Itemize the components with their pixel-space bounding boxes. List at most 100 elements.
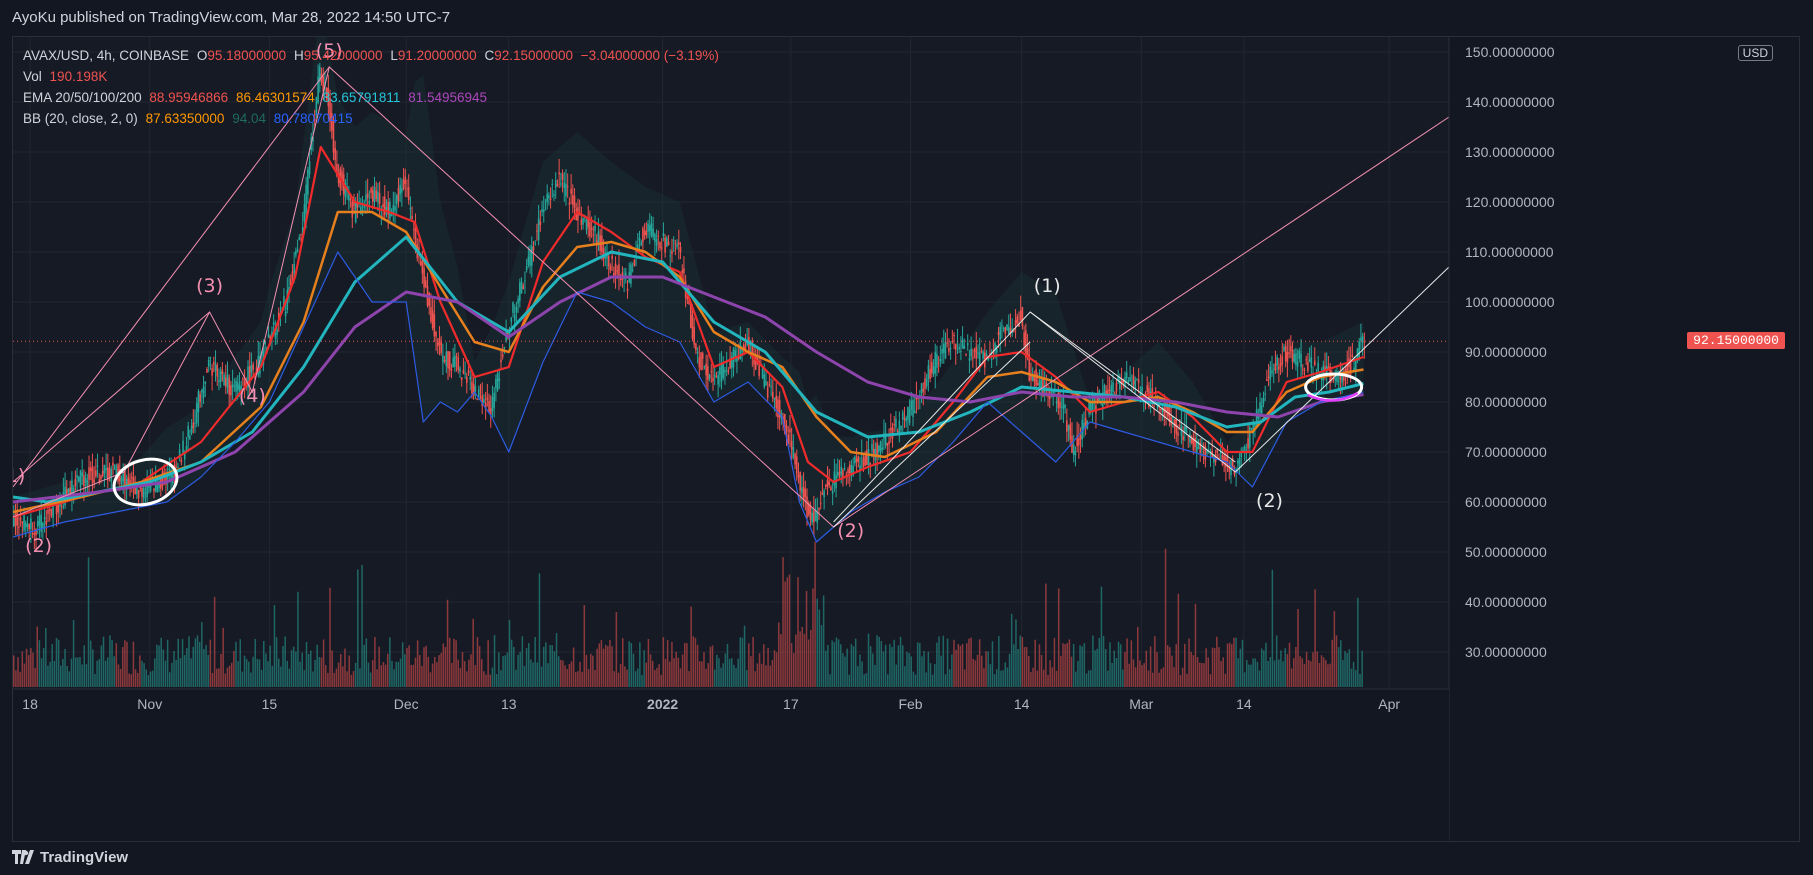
- volume-bar: [1030, 671, 1032, 687]
- candle-body: [594, 225, 596, 232]
- volume-bar: [495, 674, 498, 687]
- candle-body: [869, 463, 872, 465]
- candle-body: [1327, 366, 1330, 369]
- volume-bar: [273, 605, 276, 687]
- volume-bar: [1124, 651, 1126, 687]
- x-tick-label: Nov: [137, 696, 162, 712]
- volume-bar: [1034, 639, 1036, 687]
- candle-body: [768, 384, 771, 386]
- volume-bar: [27, 655, 30, 687]
- candle-body: [650, 223, 653, 236]
- volume-bar: [698, 661, 701, 687]
- legend-vol-label[interactable]: Vol: [23, 69, 42, 84]
- candle-body: [301, 226, 304, 237]
- volume-bar: [117, 664, 120, 687]
- volume-bar: [542, 646, 545, 687]
- footer-brand[interactable]: TradingView: [12, 842, 128, 872]
- candle-body: [428, 293, 431, 306]
- volume-bar: [1077, 660, 1079, 687]
- volume-bar: [562, 660, 564, 687]
- candle-body: [382, 203, 384, 208]
- volume-bar: [1196, 657, 1199, 687]
- y-tick-label: 120.00000000: [1465, 194, 1555, 210]
- candle-body: [572, 195, 574, 205]
- candle-body: [74, 479, 77, 487]
- volume-bar: [47, 665, 49, 687]
- candle-body: [185, 445, 188, 453]
- volume-bar: [718, 658, 720, 687]
- candle-body: [348, 193, 350, 201]
- candle-body: [47, 509, 49, 515]
- candle-body: [389, 202, 391, 219]
- candle-body: [84, 478, 87, 483]
- volume-bar: [254, 638, 256, 687]
- candle-body: [566, 186, 569, 188]
- candle-body: [833, 471, 836, 486]
- candle-body: [529, 250, 531, 266]
- chart-panel[interactable]: 1) (2) (3) (4) (5) (2) (1) (2) 150.00000000 140.0…: [12, 36, 1800, 842]
- candle-body: [112, 462, 114, 466]
- candle-body: [560, 183, 562, 185]
- candle-body: [770, 386, 772, 388]
- volume-bar: [256, 658, 259, 687]
- candle-body: [840, 466, 843, 475]
- volume-bar: [1181, 667, 1184, 687]
- candle-body: [1168, 404, 1171, 423]
- candle-body: [1129, 377, 1131, 381]
- volume-bar: [1293, 658, 1295, 687]
- volume-bar: [1305, 651, 1308, 687]
- volume-bar: [1087, 670, 1090, 687]
- candle-body: [178, 449, 181, 458]
- footer-brand-label: TradingView: [40, 848, 129, 866]
- candle-body: [693, 327, 695, 345]
- volume-bar: [978, 639, 981, 687]
- candle-body: [445, 351, 448, 367]
- candle-body: [1115, 383, 1118, 392]
- candle-body: [698, 357, 701, 368]
- candle-body: [1290, 345, 1292, 352]
- candle-body: [876, 442, 878, 457]
- legend-symbol[interactable]: AVAX/USD, 4h, COINBASE: [23, 48, 190, 63]
- volume-bar: [906, 651, 908, 687]
- candle-body: [1108, 389, 1111, 391]
- candle-body: [125, 478, 128, 489]
- candle-body: [211, 368, 213, 376]
- candle-body: [1319, 373, 1321, 375]
- price-chart[interactable]: 1) (2) (3) (4) (5) (2) (1) (2) 150.00000000 140.0…: [13, 37, 1800, 842]
- legend-bb-label[interactable]: BB (20, close, 2, 0): [23, 111, 138, 126]
- candle-body: [305, 184, 307, 214]
- volume-bar: [940, 655, 942, 687]
- legend-ema-label[interactable]: EMA 20/50/100/200: [23, 90, 142, 105]
- volume-bar: [1233, 637, 1235, 687]
- candle-body: [390, 212, 393, 217]
- candle-body: [1137, 379, 1140, 384]
- volume-bar: [527, 643, 530, 687]
- volume-bar: [1083, 643, 1086, 687]
- candle-body: [836, 471, 839, 476]
- volume-bar: [1036, 670, 1039, 687]
- volume-bar: [634, 671, 637, 687]
- volume-bar: [1361, 650, 1363, 687]
- candle-body: [40, 514, 42, 532]
- candle-body: [669, 255, 672, 257]
- volume-bar: [782, 557, 784, 687]
- candle-body: [681, 270, 684, 274]
- volume-bar: [1337, 647, 1340, 687]
- volume-bar: [953, 639, 955, 687]
- volume-bar: [243, 655, 246, 687]
- volume-bar: [1079, 645, 1081, 687]
- candle-body: [1296, 361, 1299, 367]
- candle-body: [132, 477, 135, 485]
- currency-badge[interactable]: USD: [1737, 45, 1773, 61]
- volume-bar: [1047, 674, 1049, 687]
- volume-bar: [1137, 626, 1139, 687]
- candle-body: [819, 503, 822, 505]
- candle-body: [1337, 381, 1340, 383]
- legend-h-label: H: [293, 48, 304, 63]
- volume-bar: [970, 637, 972, 687]
- candle-body: [489, 408, 492, 415]
- volume-bar: [1254, 658, 1257, 687]
- volume-bar: [530, 659, 532, 687]
- candle-body: [71, 480, 73, 498]
- candle-body: [89, 468, 92, 472]
